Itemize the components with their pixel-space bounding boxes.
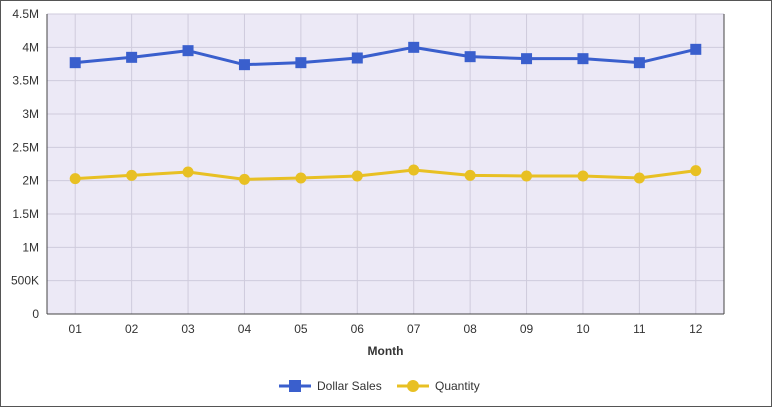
y-tick-label: 2.5M: [12, 140, 39, 154]
x-tick-label: 01: [69, 322, 83, 336]
series-quantity: [69, 164, 702, 185]
legend-circle-marker: [407, 380, 419, 392]
data-point[interactable]: [295, 57, 307, 69]
x-axis-title: Month: [368, 344, 404, 358]
data-point[interactable]: [577, 53, 589, 65]
x-axis-ticks: 01 02 03 04 05 06 07 08 09 10 11 12: [69, 322, 703, 336]
y-tick-label: 4M: [22, 40, 39, 54]
data-point[interactable]: [408, 164, 420, 176]
x-tick-label: 04: [238, 322, 252, 336]
legend-square-marker: [289, 380, 301, 392]
legend-label: Dollar Sales: [317, 379, 382, 393]
series-dollar-sales: [69, 41, 702, 71]
data-point[interactable]: [69, 173, 81, 185]
y-tick-label: 1M: [22, 240, 39, 254]
data-point[interactable]: [69, 57, 81, 69]
legend-label: Quantity: [435, 379, 480, 393]
plot-area: [47, 14, 724, 314]
x-tick-label: 06: [351, 322, 365, 336]
horizontal-gridlines: [47, 13, 724, 282]
y-tick-label: 1.5M: [12, 207, 39, 221]
x-tick-label: 02: [125, 322, 139, 336]
series-line: [75, 168, 696, 181]
data-point[interactable]: [408, 41, 420, 53]
legend-item[interactable]: Dollar Sales: [279, 379, 382, 393]
legend-item[interactable]: Quantity: [397, 379, 480, 393]
data-point[interactable]: [690, 43, 702, 55]
data-point[interactable]: [295, 172, 307, 184]
y-tick-label: 500K: [11, 274, 39, 288]
x-tick-label: 03: [181, 322, 195, 336]
data-point[interactable]: [126, 51, 138, 63]
x-tick-label: 12: [689, 322, 703, 336]
y-tick-label: 3M: [22, 107, 39, 121]
legend: Dollar Sales Quantity: [279, 379, 480, 393]
data-point[interactable]: [126, 169, 138, 181]
x-tick-label: 11: [633, 322, 646, 336]
data-point[interactable]: [238, 173, 250, 185]
series-line: [75, 45, 697, 67]
x-tick-label: 07: [407, 322, 421, 336]
axes: [46, 14, 725, 315]
y-tick-label: 0: [32, 307, 39, 321]
data-point[interactable]: [577, 170, 589, 182]
data-point[interactable]: [238, 59, 250, 71]
x-tick-label: 05: [294, 322, 308, 336]
x-tick-label: 08: [463, 322, 477, 336]
y-tick-label: 2M: [22, 174, 39, 188]
data-point[interactable]: [690, 165, 702, 177]
y-axis-ticks: 0 500K 1M 1.5M 2M 2.5M 3M 3.5M 4M 4.5M: [11, 7, 39, 321]
data-point[interactable]: [633, 57, 645, 69]
data-point[interactable]: [521, 53, 533, 65]
data-point[interactable]: [464, 169, 476, 181]
y-tick-label: 3.5M: [12, 74, 39, 88]
data-point[interactable]: [351, 170, 363, 182]
data-point[interactable]: [182, 45, 194, 57]
data-point[interactable]: [182, 166, 194, 178]
series-layer: [69, 41, 702, 185]
data-point[interactable]: [633, 172, 645, 184]
data-point[interactable]: [464, 51, 476, 63]
data-point[interactable]: [521, 170, 533, 182]
x-tick-label: 10: [576, 322, 590, 336]
x-tick-label: 09: [520, 322, 534, 336]
y-tick-label: 4.5M: [12, 7, 39, 21]
data-point[interactable]: [351, 52, 363, 64]
